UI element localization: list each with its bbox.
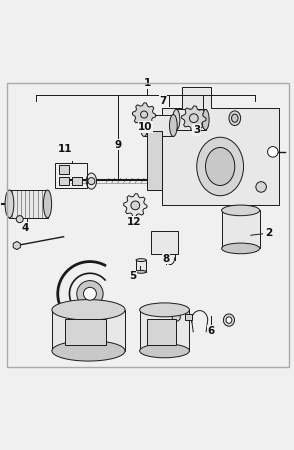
- Polygon shape: [13, 241, 20, 250]
- Text: 9: 9: [114, 140, 121, 149]
- Ellipse shape: [223, 314, 235, 326]
- Text: 3: 3: [193, 125, 201, 135]
- Ellipse shape: [140, 303, 189, 317]
- Bar: [140, 310, 189, 351]
- Polygon shape: [132, 103, 156, 126]
- Bar: [55, 162, 87, 188]
- Circle shape: [77, 281, 103, 307]
- Ellipse shape: [52, 341, 125, 361]
- Ellipse shape: [44, 190, 52, 218]
- Bar: [136, 260, 146, 272]
- Bar: [59, 177, 69, 185]
- Text: 1: 1: [143, 78, 151, 88]
- Text: 7: 7: [159, 96, 167, 106]
- Bar: [147, 319, 176, 345]
- Ellipse shape: [170, 115, 177, 136]
- Text: 2: 2: [265, 228, 272, 238]
- Ellipse shape: [202, 109, 209, 130]
- Ellipse shape: [5, 190, 14, 218]
- Ellipse shape: [140, 115, 148, 136]
- Bar: [59, 165, 69, 174]
- Ellipse shape: [52, 300, 125, 320]
- Bar: [151, 231, 178, 254]
- Polygon shape: [123, 194, 147, 217]
- Bar: [144, 115, 173, 136]
- Ellipse shape: [222, 205, 260, 216]
- Text: 10: 10: [138, 122, 153, 132]
- Circle shape: [256, 182, 266, 192]
- Circle shape: [16, 216, 23, 223]
- Text: 4: 4: [22, 223, 29, 233]
- Text: 5: 5: [129, 271, 136, 281]
- Text: 12: 12: [127, 217, 141, 227]
- Ellipse shape: [140, 344, 189, 358]
- Polygon shape: [181, 106, 206, 130]
- Text: 8: 8: [162, 254, 170, 264]
- Ellipse shape: [232, 114, 238, 122]
- Ellipse shape: [226, 317, 232, 323]
- Circle shape: [172, 313, 180, 321]
- Bar: [222, 210, 260, 248]
- Circle shape: [268, 147, 278, 157]
- Bar: [72, 177, 82, 185]
- Ellipse shape: [173, 109, 180, 130]
- Text: 11: 11: [58, 144, 72, 154]
- Bar: [9, 190, 48, 218]
- Circle shape: [131, 201, 140, 210]
- Ellipse shape: [136, 270, 146, 273]
- Ellipse shape: [222, 243, 260, 254]
- Bar: [185, 314, 192, 320]
- Ellipse shape: [86, 173, 96, 189]
- Ellipse shape: [197, 137, 243, 196]
- Ellipse shape: [136, 259, 146, 261]
- Text: 6: 6: [208, 326, 215, 336]
- Polygon shape: [162, 87, 279, 204]
- Bar: [176, 109, 206, 130]
- Circle shape: [88, 178, 95, 184]
- Bar: [52, 310, 125, 351]
- Bar: [65, 319, 106, 345]
- Circle shape: [83, 288, 96, 300]
- Circle shape: [189, 114, 198, 122]
- Polygon shape: [147, 131, 162, 190]
- Ellipse shape: [206, 148, 235, 185]
- Ellipse shape: [229, 111, 240, 126]
- Circle shape: [141, 111, 148, 118]
